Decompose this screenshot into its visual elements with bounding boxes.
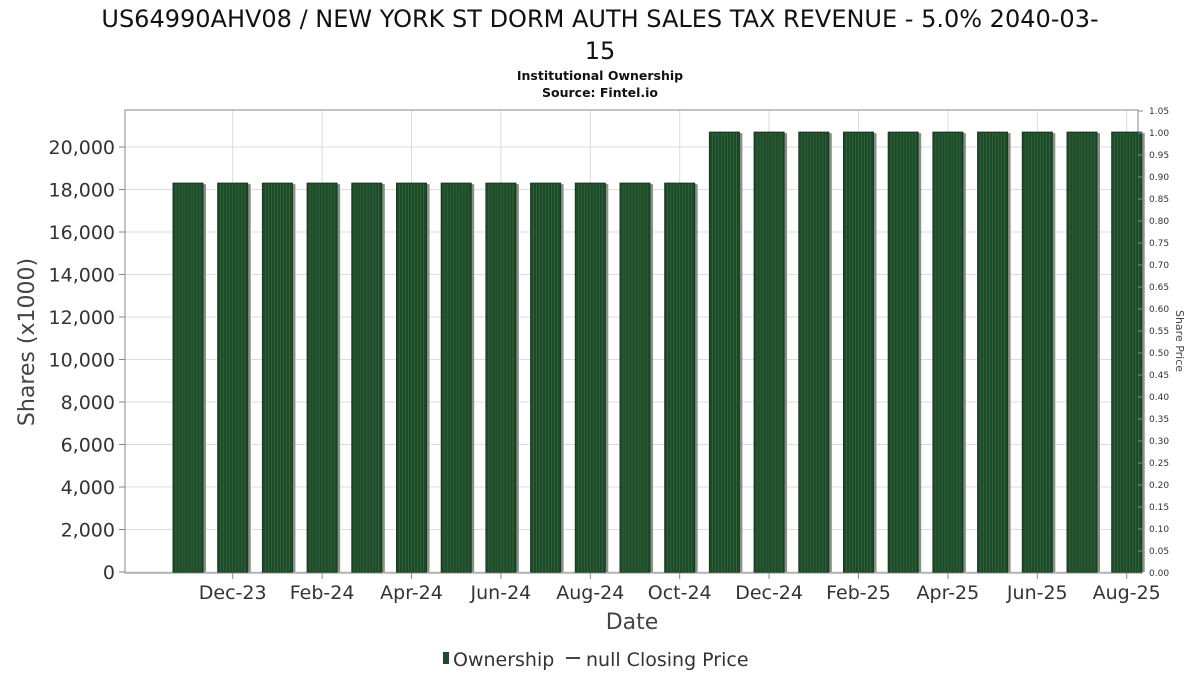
bar-2025-08 [1111,131,1145,573]
x-tick-label: Jun-25 [1006,582,1068,604]
y2-axis-label: Share Price [1173,310,1186,372]
y2-tick-label: 0.70 [1149,261,1169,271]
y2-tick-label: 0.20 [1149,481,1169,491]
y2-tick-label: 0.05 [1149,547,1169,557]
y2-tick-label: 0.95 [1149,151,1169,161]
x-tick-label: Apr-25 [917,582,980,604]
y2-tick-label: 0.55 [1149,327,1169,337]
bar-2024-01 [261,182,296,573]
x-tick-label: Apr-24 [380,582,443,604]
bar-2024-08 [574,182,609,573]
bar-2025-07 [1066,131,1100,573]
y-tick-label: 12,000 [49,307,115,329]
bar-2024-05 [440,182,475,573]
y2-tick-label: 0.80 [1149,217,1169,227]
y2-tick-label: 1.00 [1149,129,1169,139]
x-axis-label: Date [606,610,659,635]
y2-tick-label: 0.00 [1149,569,1169,579]
y2-tick-label: 0.60 [1149,305,1169,315]
y2-tick-label: 0.45 [1149,371,1169,381]
chart-source: Source: Fintel.io [542,85,658,100]
y-tick-label: 8,000 [61,392,115,414]
legend-closing-price-label: null Closing Price [586,649,749,671]
y2-tick-label: 0.65 [1149,283,1169,293]
y-axis-label: Shares (x1000) [15,258,40,426]
bar-2025-05 [977,131,1011,573]
y-tick-label: 4,000 [61,477,115,499]
bar-2024-11 [708,131,743,573]
bar-2023-11 [172,182,206,573]
bar-2024-06 [485,182,519,573]
x-tick-label: Feb-24 [290,582,355,604]
y-tick-label: 0 [103,562,115,584]
y2-tick-label: 0.85 [1149,195,1169,205]
bar-2025-04 [932,131,966,573]
legend-ownership-swatch [443,652,449,664]
bar-2023-12 [217,182,251,573]
y2-tick-label: 0.30 [1149,437,1169,447]
x-tick-label: Feb-25 [826,582,891,604]
x-tick-label: Oct-24 [648,582,712,604]
y2-tick-label: 0.10 [1149,525,1169,535]
bar-2025-03 [887,131,922,573]
bar-2024-12 [753,131,788,573]
y-axis-left-ticks: 0 2,000 4,000 6,000 8,000 10,000 12,000 14,000 1… [49,137,125,584]
y-tick-label: 10,000 [49,350,115,372]
bar-2025-06 [1021,131,1056,573]
y-tick-label: 2,000 [61,520,115,542]
x-tick-label: Jun-24 [470,582,532,604]
y-tick-label: 6,000 [61,435,115,457]
bar-2024-03 [351,182,385,573]
x-tick-label: Aug-24 [556,582,624,604]
chart-title-line2: 15 [585,37,616,65]
x-tick-label: Dec-24 [735,582,803,604]
x-tick-label: Aug-25 [1093,582,1161,604]
y2-tick-label: 0.25 [1149,459,1169,469]
y2-tick-label: 1.05 [1149,107,1169,117]
y-tick-label: 14,000 [49,265,115,287]
legend-ownership-label: Ownership [453,649,554,671]
y-axis-right-ticks: 0.00 0.05 0.10 0.15 0.20 0.25 0.30 0.35 0.40 0.45… [1138,107,1169,579]
y2-tick-label: 0.40 [1149,393,1169,403]
y2-tick-label: 0.35 [1149,415,1169,425]
chart-title-line1: US64990AHV08 / NEW YORK ST DORM AUTH SAL… [101,5,1098,33]
legend: Ownership null Closing Price [443,649,749,671]
y2-tick-label: 0.15 [1149,503,1169,513]
y-tick-label: 20,000 [49,137,115,159]
chart-subtitle: Institutional Ownership [517,68,683,83]
y2-tick-label: 0.50 [1149,349,1169,359]
y2-tick-label: 0.75 [1149,239,1169,249]
bar-2024-02 [306,182,341,573]
bar-2025-01 [798,131,832,573]
bar-2024-04 [396,182,430,573]
x-tick-label: Dec-23 [199,582,267,604]
bar-2024-10 [664,182,698,573]
x-axis-ticks: Dec-23 Feb-24 Apr-24 Jun-24 Aug-24 Oct-24 Dec-… [199,573,1161,604]
y2-tick-label: 0.90 [1149,173,1169,183]
bar-2025-02 [843,131,877,573]
bar-2024-09 [619,182,653,573]
y-tick-label: 18,000 [49,180,115,202]
bar-2024-07 [530,182,564,573]
y-tick-label: 16,000 [49,222,115,244]
bar-series-ownership [172,131,1145,573]
